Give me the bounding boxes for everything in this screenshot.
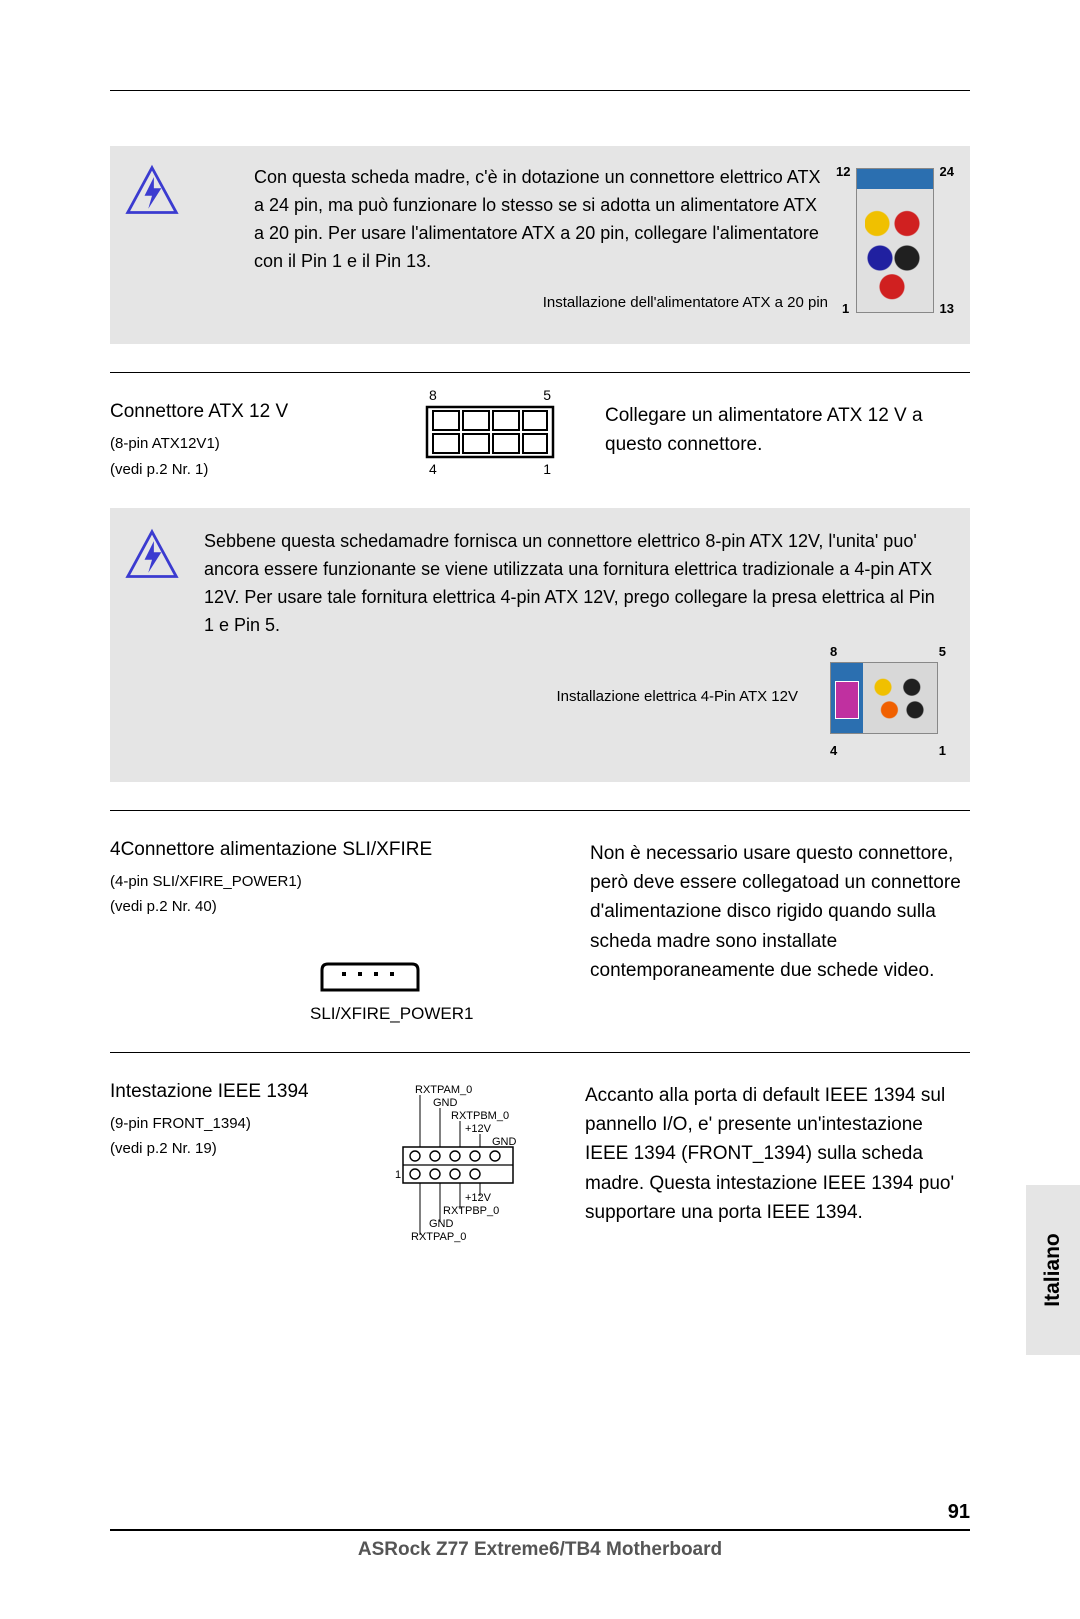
svg-text:+12V: +12V [465, 1192, 492, 1204]
language-label: Italiano [1041, 1233, 1065, 1307]
atx12v-sub2: (vedi p.2 Nr. 1) [110, 457, 375, 483]
atx4pin-thumb [830, 662, 938, 734]
atx12v-diagram: 8 5 4 1 [425, 405, 555, 467]
svg-text:GND: GND [492, 1136, 517, 1148]
note1-label-bl: 1 [842, 301, 849, 316]
section-atx12v: Connettore ATX 12 V (8-pin ATX12V1) (ved… [110, 401, 970, 482]
note1-label-tl: 12 [836, 164, 850, 179]
sli-desc: Non è necessario usare questo connettore… [590, 839, 970, 986]
lightning-warning-icon [124, 528, 180, 584]
sli-sub1: (4-pin SLI/XFIRE_POWER1) [110, 869, 570, 895]
svg-text:GND: GND [429, 1218, 454, 1230]
page-number: 91 [948, 1501, 970, 1524]
atx12v-title: Connettore ATX 12 V [110, 401, 375, 423]
note2-text: Sebbene questa schedamadre fornisca un c… [204, 528, 946, 640]
page-footer: 91 ASRock Z77 Extreme6/TB4 Motherboard [110, 1529, 970, 1561]
svg-text:RXTPBP_0: RXTPBP_0 [443, 1205, 499, 1217]
svg-text:RXTPAP_0: RXTPAP_0 [411, 1231, 466, 1243]
warning-note-atx12v-4pin: Sebbene questa schedamadre fornisca un c… [110, 508, 970, 782]
svg-text:RXTPBM_0: RXTPBM_0 [451, 1110, 509, 1122]
ieee-diagram: RXTPAM_0 GND RXTPBM_0 +12V GND 1 [365, 1083, 545, 1243]
language-tab: Italiano [1026, 1185, 1080, 1355]
note1-text: Con questa scheda madre, c'è in dotazion… [254, 164, 828, 276]
sli-caption: SLI/XFIRE_POWER1 [310, 1004, 430, 1024]
section-sli-xfire: 4Connettore alimentazione SLI/XFIRE (4-p… [110, 839, 970, 1024]
ieee-sub1: (9-pin FRONT_1394) [110, 1111, 345, 1137]
warning-note-atx24: Con questa scheda madre, c'è in dotazion… [110, 146, 970, 344]
svg-text:+12V: +12V [465, 1123, 492, 1135]
svg-text:RXTPAM_0: RXTPAM_0 [415, 1084, 472, 1096]
atx24-thumb [856, 168, 934, 313]
svg-text:1: 1 [395, 1169, 401, 1181]
note1-caption: Installazione dell'alimentatore ATX a 20… [254, 294, 828, 311]
atx12v-desc: Collegare un alimentatore ATX 12 V a que… [605, 401, 970, 460]
svg-text:GND: GND [433, 1097, 458, 1109]
footer-title: ASRock Z77 Extreme6/TB4 Motherboard [110, 1539, 970, 1561]
note1-label-br: 13 [940, 301, 954, 316]
section-ieee1394: Intestazione IEEE 1394 (9-pin FRONT_1394… [110, 1081, 970, 1243]
sli-sub2: (vedi p.2 Nr. 40) [110, 894, 570, 920]
atx12v-sub1: (8-pin ATX12V1) [110, 431, 375, 457]
ieee-title: Intestazione IEEE 1394 [110, 1081, 345, 1103]
note1-label-tr: 24 [940, 164, 954, 179]
ieee-sub2: (vedi p.2 Nr. 19) [110, 1136, 345, 1162]
ieee-desc: Accanto alla porta di default IEEE 1394 … [585, 1081, 970, 1228]
sli-diagram: SLI/XFIRE_POWER1 [310, 960, 430, 1024]
sli-title: 4Connettore alimentazione SLI/XFIRE [110, 839, 570, 861]
note2-caption: Installazione elettrica 4-Pin ATX 12V [556, 688, 798, 705]
lightning-warning-icon [124, 164, 180, 220]
